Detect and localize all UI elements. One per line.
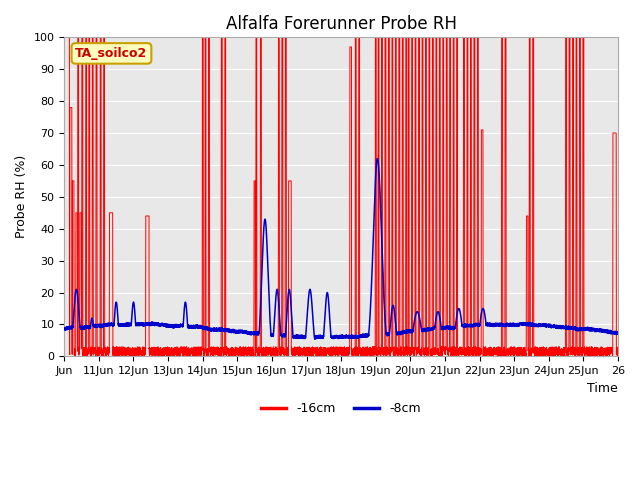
Title: Alfalfa Forerunner Probe RH: Alfalfa Forerunner Probe RH	[226, 15, 456, 33]
X-axis label: Time: Time	[587, 382, 618, 395]
Y-axis label: Probe RH (%): Probe RH (%)	[15, 155, 28, 239]
Legend: -16cm, -8cm: -16cm, -8cm	[256, 397, 426, 420]
Text: TA_soilco2: TA_soilco2	[76, 47, 148, 60]
